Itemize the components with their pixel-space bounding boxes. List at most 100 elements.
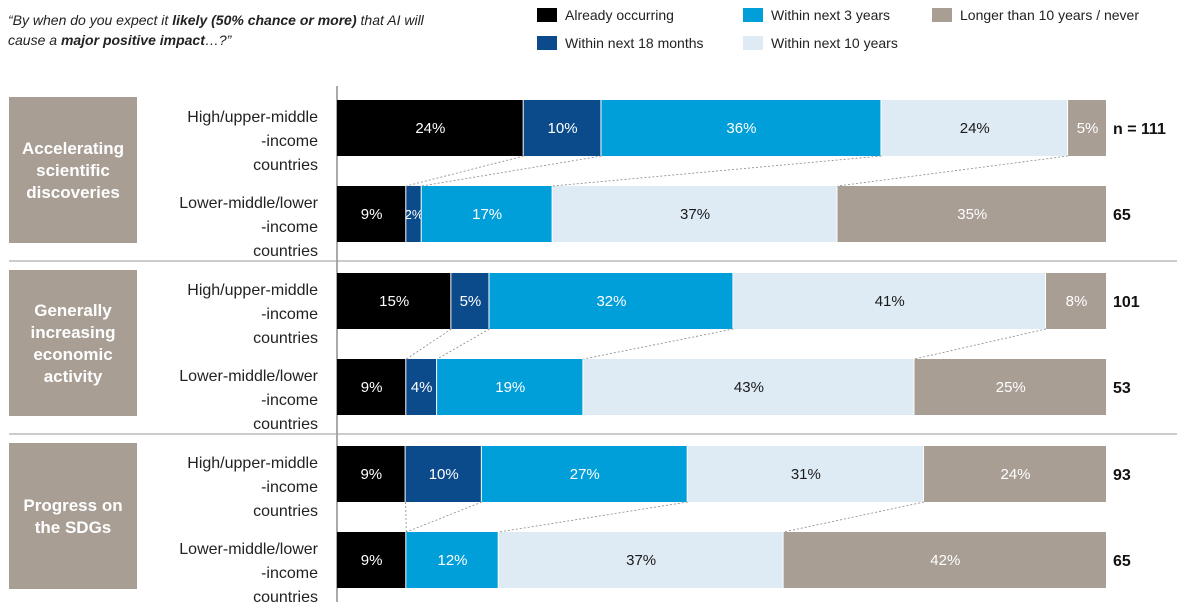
bar-segment [1068, 100, 1106, 156]
data-label: 35% [957, 206, 987, 223]
bar-segment [406, 186, 421, 242]
data-label: 24% [960, 120, 990, 137]
legend-swatch [743, 8, 763, 22]
data-label: 37% [626, 552, 656, 569]
data-label: 27% [570, 466, 600, 483]
bar-segment [924, 446, 1106, 502]
data-label: 31% [791, 466, 821, 483]
bar-segment [881, 100, 1068, 156]
category-box [9, 270, 137, 416]
bar-segment [481, 446, 687, 502]
legend-label: Within next 10 years [771, 35, 898, 51]
bar-segment [489, 273, 733, 329]
bar-segment [783, 532, 1106, 588]
bar-segment [406, 359, 437, 415]
data-label: 10% [548, 120, 578, 137]
connector-line [914, 328, 1047, 360]
bar-segment [337, 446, 405, 502]
data-label: 19% [495, 379, 525, 396]
legend-item-longer: Longer than 10 years / never [932, 7, 1139, 23]
category-box [9, 443, 137, 589]
data-label: 12% [437, 552, 467, 569]
legend-label: Longer than 10 years / never [960, 7, 1140, 23]
data-label: 9% [361, 552, 383, 569]
legend-item-3-years: Within next 3 years [743, 7, 890, 23]
bar-segment [523, 100, 601, 156]
bar-segment [337, 100, 523, 156]
connector-line [406, 155, 524, 187]
bar-segment [437, 359, 583, 415]
legend-label: Within next 3 years [771, 7, 891, 23]
data-label: 43% [734, 379, 764, 396]
data-label: 17% [472, 206, 502, 223]
data-label: 9% [361, 206, 383, 223]
data-label: 32% [596, 293, 626, 310]
bar-segment [337, 359, 406, 415]
data-label: 37% [680, 206, 710, 223]
bar-segment [601, 100, 881, 156]
legend-item-already: Already occurring [537, 7, 674, 23]
bar-segment [405, 446, 481, 502]
data-label: 2% [405, 207, 424, 222]
connector-line [498, 501, 688, 533]
sample-size-label: 53 [1113, 380, 1131, 397]
legend-swatch [537, 8, 557, 22]
data-label: 8% [1066, 293, 1088, 310]
question-text: “By when do you expect it likely (50% ch… [8, 10, 428, 50]
bar-segment [451, 273, 489, 329]
data-label: 4% [411, 379, 433, 396]
data-label: 36% [726, 120, 756, 137]
connector-line [405, 501, 407, 533]
legend-swatch [743, 36, 763, 50]
data-label: 9% [360, 466, 382, 483]
row-label: Lower-middle/lower -income countries [179, 368, 318, 433]
legend-item-10-years: Within next 10 years [743, 35, 898, 51]
row-label: High/upper-middle -income countries [187, 455, 318, 520]
data-label: 5% [1077, 120, 1099, 137]
bar-segment [1046, 273, 1106, 329]
data-label: 24% [415, 120, 445, 137]
connector-line [406, 328, 452, 360]
bar-segment [337, 273, 451, 329]
sample-size-label: 101 [1113, 294, 1140, 311]
row-label: High/upper-middle -income countries [187, 109, 318, 174]
chart-legend: Already occurring Within next 3 years Lo… [537, 7, 1177, 57]
bar-segment [421, 186, 552, 242]
bar-segment [583, 359, 914, 415]
row-label: Lower-middle/lower -income countries [179, 541, 318, 602]
category-label: Progress on the SDGs [23, 496, 122, 537]
category-box [9, 97, 137, 243]
question-part: …?” [204, 32, 232, 48]
data-label: 15% [379, 293, 409, 310]
data-label: 10% [429, 466, 459, 483]
legend-item-18-months: Within next 18 months [537, 35, 704, 51]
sample-size-label: 65 [1113, 207, 1131, 224]
connector-line [783, 501, 925, 533]
bar-segment [406, 532, 498, 588]
row-label: Lower-middle/lower -income countries [179, 195, 318, 260]
category-label: Generally increasing economic activity [30, 301, 115, 386]
data-label: 42% [930, 552, 960, 569]
legend-label: Within next 18 months [565, 35, 704, 51]
question-emphasis: likely (50% chance or more) [172, 12, 357, 28]
data-label: 9% [361, 379, 383, 396]
connector-line [837, 155, 1069, 187]
connector-line [552, 155, 882, 187]
data-label: 24% [1000, 466, 1030, 483]
connector-line [436, 328, 490, 360]
bar-segment [498, 532, 783, 588]
connector-line [421, 155, 602, 187]
data-label: 25% [996, 379, 1026, 396]
question-part: “By when do you expect it [8, 12, 173, 28]
legend-swatch [537, 36, 557, 50]
legend-label: Already occurring [565, 7, 674, 23]
category-label: Accelerating scientific discoveries [22, 139, 124, 202]
sample-size-label: 93 [1113, 467, 1131, 484]
row-label: High/upper-middle -income countries [187, 282, 318, 347]
sample-size-label: 65 [1113, 553, 1131, 570]
data-label: 5% [460, 293, 482, 310]
bar-segment [914, 359, 1106, 415]
bar-segment [733, 273, 1046, 329]
bar-segment [337, 532, 406, 588]
